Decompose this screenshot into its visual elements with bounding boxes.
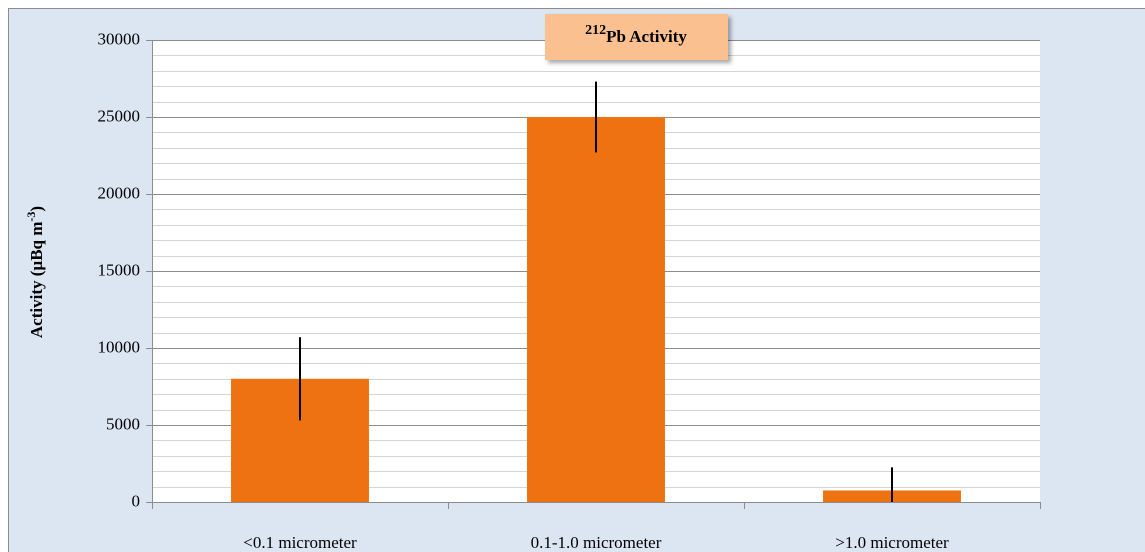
y-label-superscript: -3 <box>24 212 38 222</box>
y-axis-label: Activity (µBq m-3) <box>24 206 46 338</box>
y-label-text: Activity (µBq m <box>27 222 46 339</box>
y-tick-label: 10000 <box>98 337 141 356</box>
x-tick-label: 0.1-1.0 micrometer <box>531 533 662 552</box>
bar <box>527 117 665 502</box>
x-tick-label: <0.1 micrometer <box>243 533 357 552</box>
title-box <box>545 14 728 60</box>
y-label-suffix: ) <box>27 206 46 212</box>
y-tick-label: 5000 <box>106 414 140 433</box>
y-tick-label: 25000 <box>98 106 141 125</box>
y-tick-label: 30000 <box>98 29 141 48</box>
title-text: Pb Activity <box>606 27 687 46</box>
y-tick-label: 0 <box>132 491 141 510</box>
x-tick-label: >1.0 micrometer <box>835 533 949 552</box>
chart-title: 212Pb Activity <box>585 23 687 46</box>
y-tick-label: 20000 <box>98 183 141 202</box>
title-superscript: 212 <box>585 23 606 38</box>
y-tick-label: 15000 <box>98 260 141 279</box>
